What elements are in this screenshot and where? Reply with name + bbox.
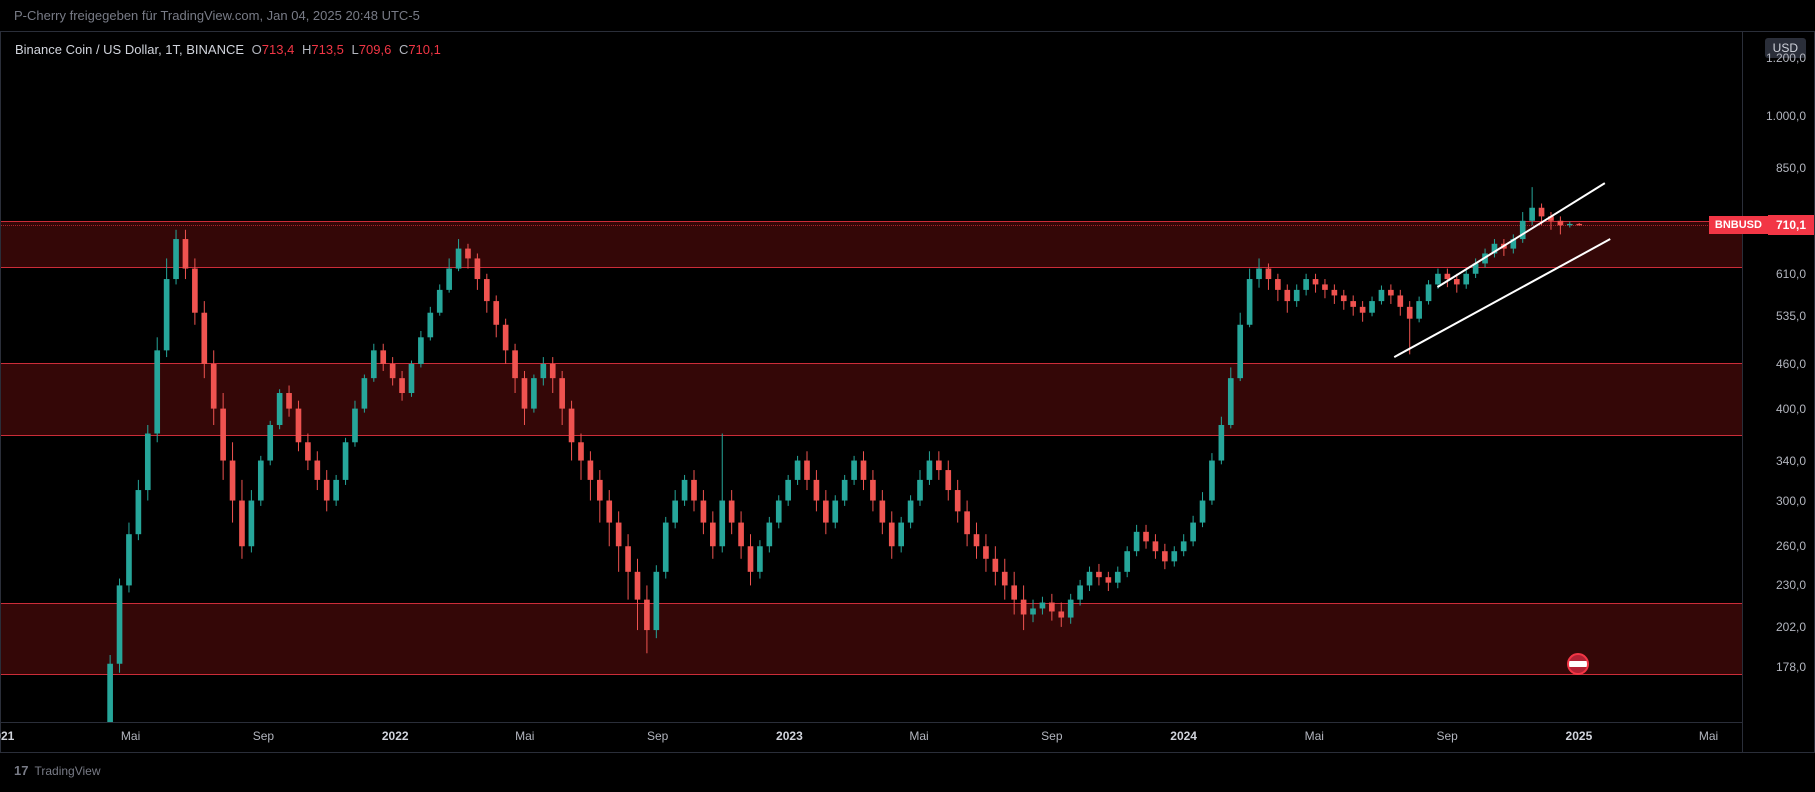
chart-plot[interactable] [1, 32, 1742, 722]
x-axis[interactable]: 2021 Mai Sep 2022 Mai Sep 2023 Mai Sep 2024 Mai Sep… [1, 722, 1742, 752]
yaxis-tick: 1.000,0 [1766, 109, 1806, 123]
yaxis-tick: 400,0 [1776, 402, 1806, 416]
xaxis-tick: Mai [121, 729, 140, 743]
price-tag-symbol: BNBUSD [1709, 216, 1768, 234]
xaxis-tick: 2024 [1170, 729, 1197, 743]
symbol-name: Binance Coin / US Dollar, 1T, BINANCE [15, 42, 244, 57]
ohlc-o-value: 713,4 [262, 42, 295, 57]
ohlc-h-label: H [302, 42, 311, 57]
ohlc-c-value: 710,1 [408, 42, 441, 57]
yaxis-tick: 260,0 [1776, 539, 1806, 553]
price-tag[interactable]: BNBUSD710,1 [1709, 215, 1814, 235]
ohlc-o-label: O [252, 42, 262, 57]
xaxis-tick: Mai [1699, 729, 1718, 743]
ohlc-l-label: L [352, 42, 359, 57]
tradingview-brand: TradingView [34, 764, 100, 778]
flag-icon[interactable] [1567, 653, 1589, 675]
xaxis-tick: Sep [1041, 729, 1062, 743]
xaxis-tick: Mai [515, 729, 534, 743]
trend-line[interactable] [1437, 183, 1604, 287]
yaxis-tick: 178,0 [1776, 660, 1806, 674]
ohlc-h-value: 713,5 [311, 42, 344, 57]
price-tag-value: 710,1 [1768, 215, 1814, 235]
xaxis-tick: 2021 [0, 729, 14, 743]
xaxis-tick: Sep [1436, 729, 1457, 743]
xaxis-tick: Mai [1305, 729, 1324, 743]
yaxis-tick: 610,0 [1776, 267, 1806, 281]
yaxis-tick: 535,0 [1776, 309, 1806, 323]
yaxis-tick: 340,0 [1776, 454, 1806, 468]
xaxis-tick: Sep [647, 729, 668, 743]
yaxis-tick: 202,0 [1776, 620, 1806, 634]
footer: 17 TradingView [0, 753, 1815, 788]
yaxis-tick: 850,0 [1776, 161, 1806, 175]
candlestick-svg [1, 32, 1742, 722]
yaxis-tick: 300,0 [1776, 494, 1806, 508]
header-attribution: P-Cherry freigegeben für TradingView.com… [0, 0, 1815, 31]
chart-legend: Binance Coin / US Dollar, 1T, BINANCE O7… [15, 42, 441, 57]
header-text: P-Cherry freigegeben für TradingView.com… [14, 8, 420, 23]
xaxis-tick: 2025 [1566, 729, 1593, 743]
chart-area[interactable]: Binance Coin / US Dollar, 1T, BINANCE O7… [0, 31, 1743, 753]
xaxis-tick: 2022 [382, 729, 409, 743]
tradingview-logo-icon: 17 [14, 763, 28, 778]
yaxis-tick: 460,0 [1776, 357, 1806, 371]
xaxis-tick: Sep [253, 729, 274, 743]
ohlc-l-value: 709,6 [359, 42, 392, 57]
ohlc-c-label: C [399, 42, 408, 57]
yaxis-tick: 230,0 [1776, 578, 1806, 592]
yaxis-tick: 1.200,0 [1766, 51, 1806, 65]
chart-container: Binance Coin / US Dollar, 1T, BINANCE O7… [0, 31, 1815, 753]
xaxis-tick: Mai [909, 729, 928, 743]
y-axis[interactable]: USD 1.200,01.000,0850,0720,0610,0535,046… [1743, 31, 1815, 753]
xaxis-tick: 2023 [776, 729, 803, 743]
